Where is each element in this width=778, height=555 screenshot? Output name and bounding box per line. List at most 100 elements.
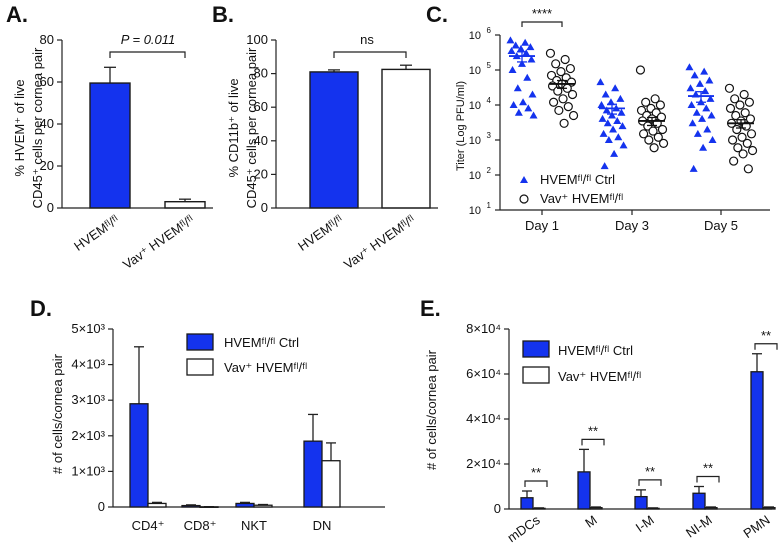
panel-b-x-label-2: Vav⁺ HVEMᶠˡ/ᶠˡ bbox=[341, 212, 418, 272]
panel-c-x-label-2: Day 3 bbox=[615, 218, 649, 233]
panel-e-significance: ** bbox=[588, 423, 598, 438]
panel-c-point-vav bbox=[740, 108, 750, 118]
panel-d: D. # of cells/cornea pair 0 1×10³ 2×10³ 3×1… bbox=[30, 296, 385, 533]
panel-c-y-tick-exponent: 6 bbox=[487, 26, 492, 35]
panel-c-point-vav bbox=[558, 94, 568, 104]
panel-e-significance: ** bbox=[703, 461, 713, 476]
panel-c-point-ctrl bbox=[688, 119, 697, 127]
panel-a-bar-1 bbox=[89, 82, 131, 209]
panel-c-point-ctrl bbox=[606, 98, 615, 106]
panel-c-legend-vav: Vav⁺ HVEMᶠˡ/ᶠˡ bbox=[540, 191, 623, 206]
panel-c-y-tick-label: 10 bbox=[469, 170, 481, 182]
panel-e-legend-ctrl-swatch bbox=[522, 340, 550, 358]
panel-b-y-tick-label: 40 bbox=[254, 133, 268, 148]
panel-b-ns: ns bbox=[360, 32, 374, 47]
panel-a-bar-2 bbox=[164, 200, 206, 209]
panel-c-point-ctrl bbox=[706, 94, 715, 102]
panel-c-point-vav bbox=[649, 143, 659, 153]
panel-b: B. % CD11b⁺ of live CD45⁺ cells per corn… bbox=[212, 2, 438, 272]
panel-d-ylabel: # of cells/cornea pair bbox=[50, 353, 65, 474]
panel-c-point-vav bbox=[556, 67, 566, 77]
panel-c-point-vav bbox=[742, 138, 752, 148]
panel-b-bracket bbox=[333, 51, 407, 58]
panel-e-bracket bbox=[696, 475, 720, 483]
panel-d-bar-vav-2 bbox=[199, 506, 219, 508]
panel-c: C. Titer (Log PFU/ml) 10 1 10 2 10 3 10 4 10 5 10 6… bbox=[426, 2, 770, 233]
panel-c-point-ctrl bbox=[611, 84, 620, 92]
panel-c-point-vav bbox=[545, 48, 556, 58]
panel-c-point-ctrl bbox=[705, 76, 714, 84]
panel-e-y-tick-label: 2×10⁴ bbox=[466, 456, 501, 471]
panel-c-point-ctrl bbox=[686, 84, 695, 92]
panel-c-point-ctrl bbox=[613, 116, 622, 124]
panel-e-label: E. bbox=[420, 296, 441, 321]
panel-c-point-vav bbox=[731, 110, 741, 121]
panel-a-bracket bbox=[109, 51, 186, 58]
panel-d-x-label-1: CD4⁺ bbox=[132, 518, 165, 533]
panel-c-point-ctrl bbox=[527, 55, 536, 63]
panel-c-point-ctrl bbox=[690, 71, 699, 79]
panel-c-point-vav bbox=[733, 143, 743, 153]
panel-c-point-vav bbox=[743, 164, 753, 174]
panel-d-x-label-3: NKT bbox=[241, 518, 267, 533]
panel-c-ylabel: Titer (Log PFU/ml) bbox=[455, 81, 467, 171]
panel-c-bracket bbox=[521, 21, 563, 27]
panel-c-point-ctrl bbox=[614, 133, 623, 141]
panel-a-label: A. bbox=[6, 2, 28, 27]
panel-c-point-ctrl bbox=[616, 94, 625, 102]
panel-c-y-tick-label: 10 bbox=[469, 65, 481, 77]
panel-a-pvalue: P = 0.011 bbox=[121, 32, 176, 47]
panel-e-y-tick-label: 6×10⁴ bbox=[466, 366, 501, 381]
panel-e-y-tick-label: 8×10⁴ bbox=[466, 321, 501, 336]
panel-c-point-vav bbox=[729, 156, 739, 166]
panel-c-point-vav bbox=[565, 63, 576, 74]
panel-e-y-tick-label: 0 bbox=[494, 501, 501, 516]
panel-e-bracket bbox=[524, 480, 548, 487]
panel-c-point-ctrl bbox=[519, 98, 528, 106]
panel-e-y-tick-label: 4×10⁴ bbox=[466, 411, 501, 426]
panel-c-point-vav bbox=[653, 132, 663, 142]
panel-c-point-vav bbox=[747, 145, 758, 156]
panel-c-point-ctrl bbox=[701, 87, 710, 95]
panel-b-x-label-1: HVEMᶠˡ/ᶠˡ bbox=[295, 212, 346, 254]
panel-d-bar-vav-3 bbox=[253, 504, 273, 508]
panel-c-label: C. bbox=[426, 2, 448, 27]
panel-c-y-tick-label: 10 bbox=[469, 205, 481, 217]
panel-e-significance: ** bbox=[645, 464, 655, 479]
panel-c-point-vav bbox=[737, 132, 747, 142]
panel-c-point-ctrl bbox=[599, 129, 608, 137]
panel-c-point-ctrl bbox=[509, 101, 518, 108]
panel-c-point-ctrl bbox=[702, 104, 711, 112]
panel-c-y-tick-label: 10 bbox=[469, 30, 481, 42]
panel-e-bar-vav-1 bbox=[532, 507, 546, 510]
panel-c-point-ctrl bbox=[689, 164, 698, 172]
panel-c-point-vav bbox=[655, 100, 666, 110]
panel-c-point-ctrl bbox=[600, 162, 609, 170]
panel-c-point-vav bbox=[553, 86, 563, 96]
panel-c-point-vav bbox=[648, 126, 658, 136]
panel-d-y-tick-label: 1×10³ bbox=[71, 463, 105, 478]
panel-b-y-tick-label: 20 bbox=[254, 166, 268, 181]
panel-c-point-vav bbox=[724, 83, 735, 93]
panel-c-point-vav bbox=[644, 135, 654, 145]
panel-a-y-tick-label: 20 bbox=[40, 158, 54, 173]
panel-c-y-tick-exponent: 3 bbox=[487, 131, 492, 140]
panel-c-point-vav bbox=[568, 110, 579, 121]
panel-a-ylabel-1: % HVEM⁺ of live bbox=[12, 79, 27, 176]
panel-c-point-ctrl bbox=[598, 114, 607, 122]
panel-c-y-tick-exponent: 2 bbox=[487, 166, 492, 175]
panel-e-bracket bbox=[581, 438, 605, 446]
panel-a-y-tick-label: 40 bbox=[40, 116, 54, 131]
panel-e-bar-vav-3 bbox=[646, 507, 660, 510]
panel-c-point-ctrl bbox=[522, 49, 531, 57]
panel-c-point-ctrl bbox=[609, 125, 618, 133]
panel-d-y-tick-label: 5×10³ bbox=[71, 321, 105, 336]
panel-a-x-label-2: Vav⁺ HVEMᶠˡ/ᶠˡ bbox=[120, 212, 197, 272]
panel-c-point-ctrl bbox=[617, 108, 626, 116]
panel-e-bar-ctrl-3 bbox=[634, 495, 648, 510]
panel-e-ylabel: # of cells/cornea pair bbox=[424, 349, 439, 470]
panel-c-y-tick-exponent: 5 bbox=[487, 61, 492, 70]
panel-c-point-vav bbox=[739, 89, 749, 100]
panel-e-x-label-3: I-M bbox=[633, 512, 657, 535]
